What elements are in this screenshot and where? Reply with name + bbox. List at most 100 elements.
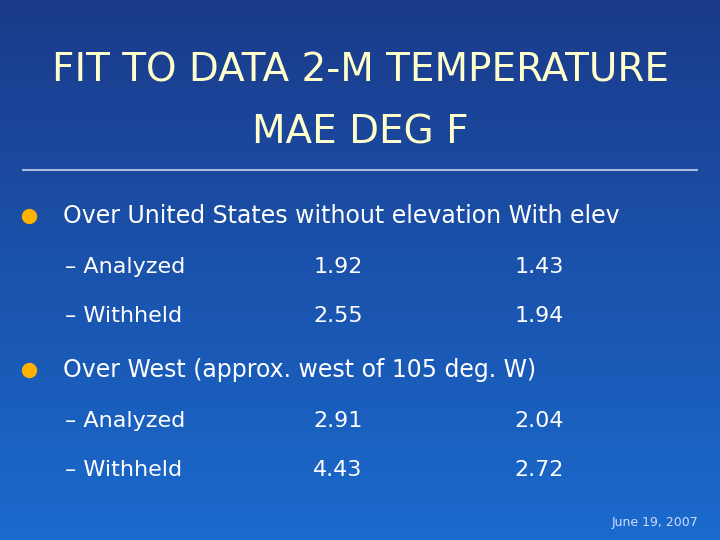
Bar bbox=[0, 375, 720, 377]
Bar bbox=[0, 171, 720, 173]
Bar bbox=[0, 89, 720, 91]
Bar bbox=[0, 464, 720, 466]
Bar bbox=[0, 74, 720, 76]
Bar bbox=[0, 308, 720, 310]
Text: 1.92: 1.92 bbox=[313, 257, 363, 278]
Bar bbox=[0, 373, 720, 375]
Bar bbox=[0, 531, 720, 534]
Bar bbox=[0, 163, 720, 165]
Bar bbox=[0, 437, 720, 438]
Bar bbox=[0, 105, 720, 107]
Bar bbox=[0, 168, 720, 171]
Bar bbox=[0, 61, 720, 63]
Bar bbox=[0, 213, 720, 215]
Text: MAE DEG F: MAE DEG F bbox=[252, 113, 468, 151]
Bar bbox=[0, 483, 720, 485]
Bar bbox=[0, 247, 720, 249]
Bar bbox=[0, 525, 720, 528]
Bar bbox=[0, 369, 720, 372]
Bar bbox=[0, 521, 720, 523]
Bar bbox=[0, 517, 720, 519]
Bar bbox=[0, 438, 720, 441]
Bar bbox=[0, 23, 720, 25]
Bar bbox=[0, 325, 720, 327]
Bar bbox=[0, 99, 720, 102]
Text: Over United States without elevation With elev: Over United States without elevation Wit… bbox=[63, 204, 620, 228]
Bar bbox=[0, 417, 720, 420]
Bar bbox=[0, 401, 720, 403]
Bar bbox=[0, 80, 720, 82]
Bar bbox=[0, 30, 720, 32]
Bar bbox=[0, 33, 720, 36]
Bar bbox=[0, 350, 720, 352]
Bar bbox=[0, 314, 720, 316]
Bar bbox=[0, 302, 720, 303]
Bar bbox=[0, 188, 720, 190]
Text: – Withheld: – Withheld bbox=[65, 306, 182, 326]
Bar bbox=[0, 186, 720, 188]
Bar bbox=[0, 266, 720, 268]
Bar bbox=[0, 160, 720, 163]
Bar bbox=[0, 150, 720, 152]
Bar bbox=[0, 147, 720, 150]
Bar bbox=[0, 534, 720, 536]
Bar bbox=[0, 40, 720, 42]
Bar bbox=[0, 264, 720, 266]
Bar bbox=[0, 190, 720, 192]
Bar bbox=[0, 165, 720, 167]
Bar bbox=[0, 2, 720, 4]
Bar bbox=[0, 500, 720, 502]
Bar bbox=[0, 441, 720, 443]
Bar bbox=[0, 433, 720, 435]
Bar bbox=[0, 240, 720, 242]
Bar bbox=[0, 293, 720, 295]
Bar bbox=[0, 327, 720, 329]
Bar bbox=[0, 282, 720, 285]
Bar bbox=[0, 485, 720, 487]
Bar bbox=[0, 25, 720, 28]
Bar bbox=[0, 141, 720, 144]
Text: 1.94: 1.94 bbox=[515, 306, 564, 326]
Bar bbox=[0, 394, 720, 396]
Bar bbox=[0, 72, 720, 74]
Bar bbox=[0, 472, 720, 475]
Bar bbox=[0, 114, 720, 116]
Bar bbox=[0, 300, 720, 302]
Bar bbox=[0, 215, 720, 217]
Bar bbox=[0, 103, 720, 105]
Text: – Analyzed: – Analyzed bbox=[65, 257, 185, 278]
Bar bbox=[0, 422, 720, 424]
Bar bbox=[0, 57, 720, 59]
Bar bbox=[0, 477, 720, 479]
Bar bbox=[0, 354, 720, 356]
Bar bbox=[0, 363, 720, 365]
Bar bbox=[0, 126, 720, 129]
Bar bbox=[0, 28, 720, 30]
Bar bbox=[0, 338, 720, 340]
Bar bbox=[0, 59, 720, 61]
Bar bbox=[0, 251, 720, 253]
Bar bbox=[0, 12, 720, 15]
Bar bbox=[0, 428, 720, 430]
Bar bbox=[0, 335, 720, 338]
Text: 4.43: 4.43 bbox=[313, 460, 363, 480]
Bar bbox=[0, 82, 720, 84]
Bar bbox=[0, 226, 720, 228]
Bar bbox=[0, 217, 720, 219]
Bar bbox=[0, 333, 720, 335]
Bar bbox=[0, 356, 720, 359]
Bar bbox=[0, 279, 720, 281]
Bar bbox=[0, 462, 720, 464]
Bar bbox=[0, 365, 720, 367]
Bar bbox=[0, 498, 720, 500]
Bar bbox=[0, 528, 720, 529]
Bar bbox=[0, 116, 720, 118]
Text: FIT TO DATA 2-M TEMPERATURE: FIT TO DATA 2-M TEMPERATURE bbox=[52, 51, 668, 89]
Bar bbox=[0, 207, 720, 209]
Text: 2.55: 2.55 bbox=[313, 306, 363, 326]
Bar bbox=[0, 426, 720, 428]
Bar bbox=[0, 253, 720, 255]
Bar bbox=[0, 407, 720, 409]
Bar bbox=[0, 468, 720, 470]
Bar bbox=[0, 479, 720, 481]
